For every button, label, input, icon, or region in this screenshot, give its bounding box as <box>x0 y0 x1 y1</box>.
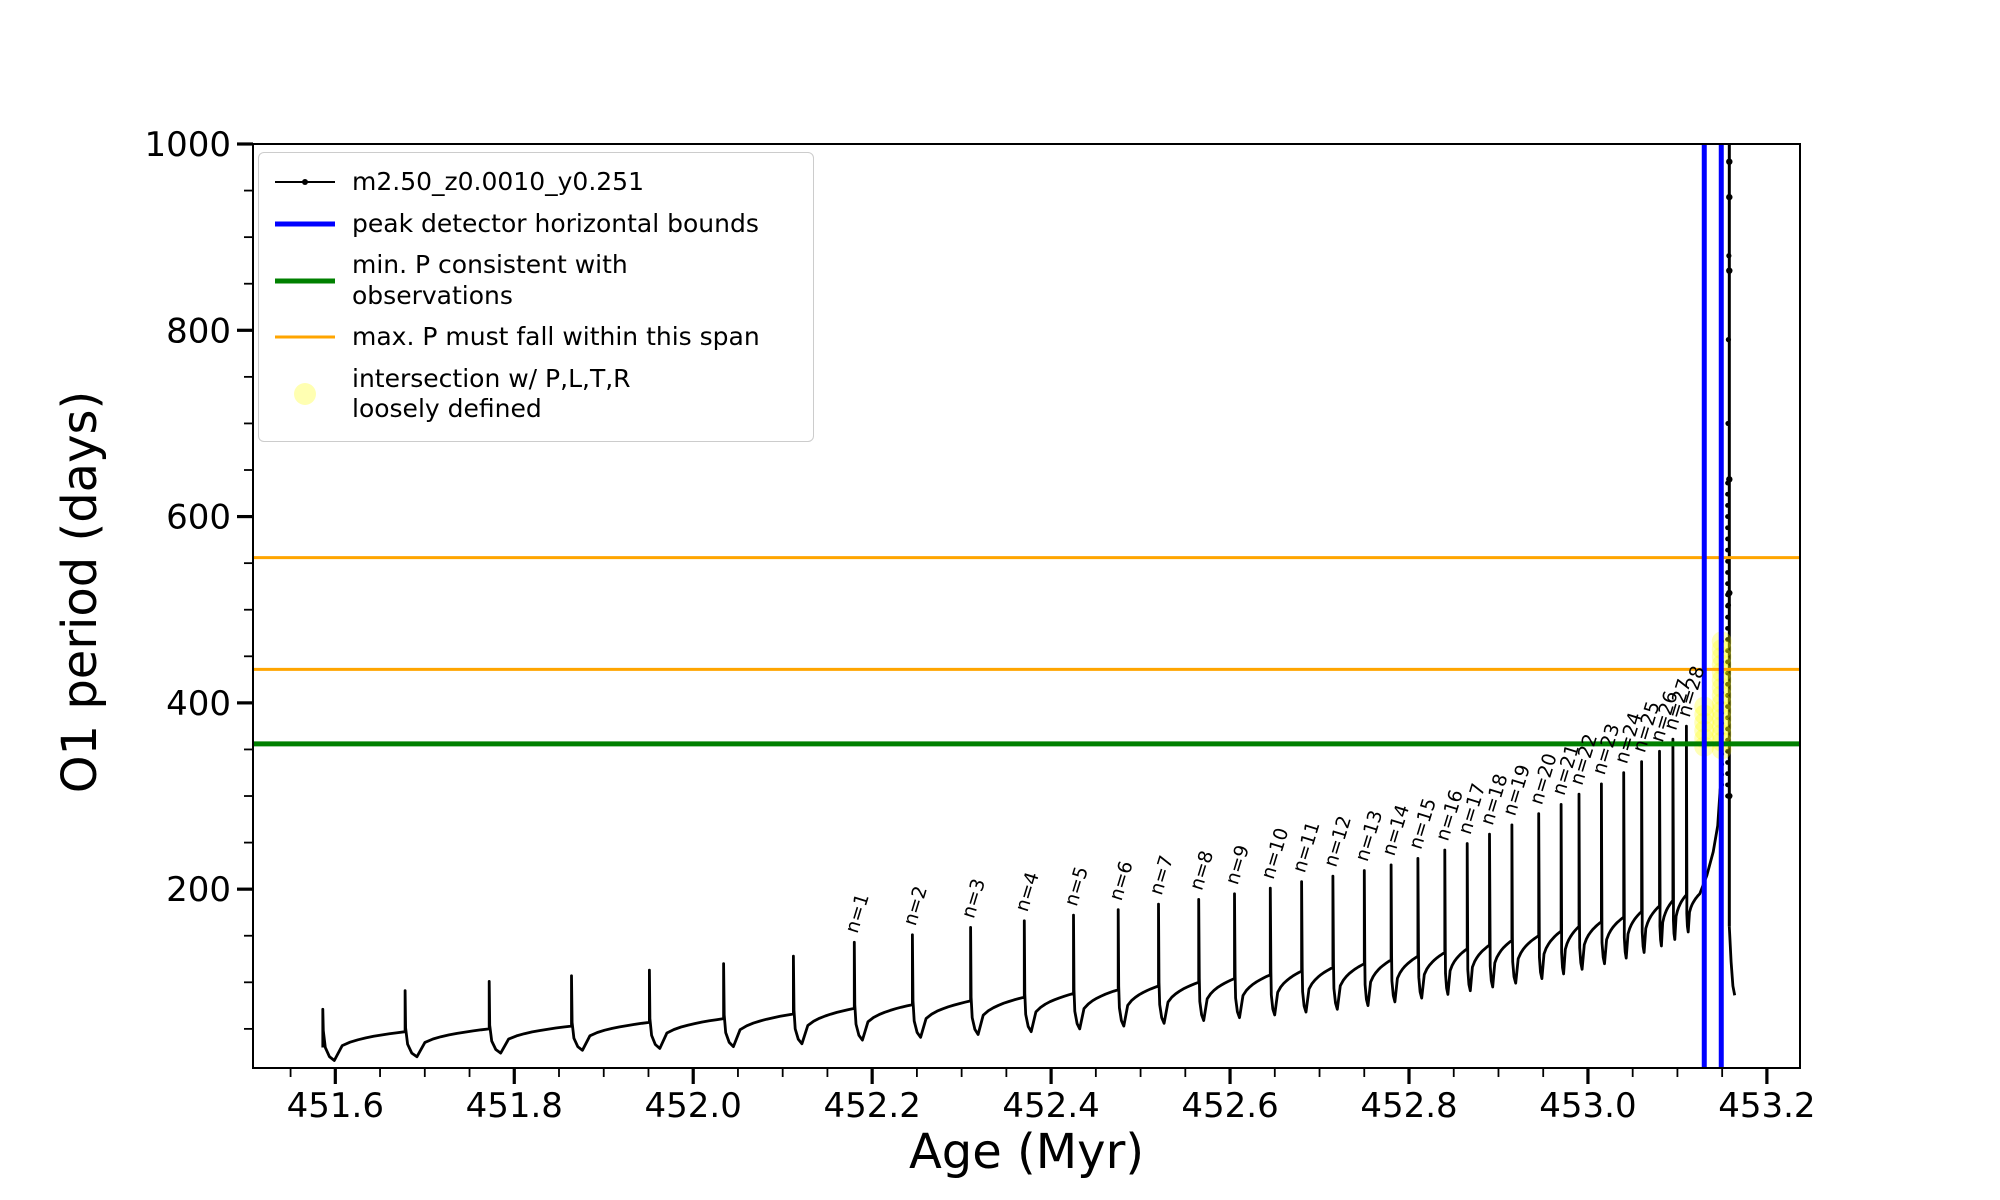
x-tick-label: 451.6 <box>287 1086 384 1126</box>
spike-label: n=2 <box>899 884 932 929</box>
y-tick-label: 200 <box>166 870 231 910</box>
legend: m2.50_z0.0010_y0.251 peak detector horiz… <box>258 152 814 442</box>
orange-line-icon <box>273 323 337 351</box>
legend-entry-min-p: min. P consistent with observations <box>273 250 795 311</box>
y-tick-label: 800 <box>166 311 231 351</box>
tick-labels: 451.6 451.8 452.0 452.2 452.4 452.6 452.8 453.0… <box>144 125 1815 1126</box>
y-axis-title: O1 period (days) <box>52 390 108 794</box>
axes-spines <box>252 143 1801 1069</box>
evolution-track <box>321 724 1722 1062</box>
x-tick-label: 452.8 <box>1360 1086 1457 1126</box>
track-dot <box>1726 158 1733 165</box>
x-tick-label: 453.0 <box>1539 1086 1636 1126</box>
spike-label: n=9 <box>1221 843 1254 888</box>
spike-label: n=8 <box>1185 848 1218 893</box>
track-dot <box>1726 476 1733 483</box>
x-tick-label: 452.4 <box>1002 1086 1099 1126</box>
x-tick-label: 451.8 <box>466 1086 563 1126</box>
x-tick-label: 452.6 <box>1181 1086 1278 1126</box>
track-dot <box>1726 792 1733 800</box>
legend-entry-label: intersection w/ P,L,T,R loosely defined <box>352 363 631 424</box>
x-tick-label: 453.2 <box>1718 1086 1815 1126</box>
data-layer <box>253 144 1800 1068</box>
blue-line-icon <box>273 210 337 238</box>
track-dot <box>1726 193 1733 201</box>
legend-entry-intersection: intersection w/ P,L,T,R loosely defined <box>273 364 795 425</box>
spike-label: n=11 <box>1288 819 1324 875</box>
spike-label: n=7 <box>1145 853 1178 898</box>
legend-entry-peak-bounds: peak detector horizontal bounds <box>273 209 795 240</box>
legend-entry-label: peak detector horizontal bounds <box>352 208 759 238</box>
x-axis-title: Age (Myr) <box>908 1124 1145 1180</box>
spike-label: n=6 <box>1105 858 1138 903</box>
axis-ticks <box>237 142 1769 1084</box>
spike-label: n=1 <box>841 891 874 936</box>
final-plunge <box>1727 926 1737 996</box>
spike-label: n=12 <box>1320 813 1356 869</box>
green-line-icon <box>273 267 337 295</box>
legend-entry-label: m2.50_z0.0010_y0.251 <box>352 167 644 196</box>
x-tick-label: 452.2 <box>823 1086 920 1126</box>
legend-entry-series: m2.50_z0.0010_y0.251 <box>273 167 795 198</box>
x-tick-label: 452.0 <box>645 1086 742 1126</box>
y-tick-label: 1000 <box>144 125 231 165</box>
legend-entry-label: max. P must fall within this span <box>352 322 760 351</box>
spike-label: n=4 <box>1011 870 1044 915</box>
track-dot <box>1726 589 1733 597</box>
series-line-icon <box>273 168 337 196</box>
track-dot <box>1726 267 1733 274</box>
spike-label: n=5 <box>1060 864 1093 909</box>
legend-entry-label: min. P consistent with observations <box>352 250 628 310</box>
spike-label: n=3 <box>957 876 990 921</box>
y-tick-label: 600 <box>166 498 231 538</box>
y-tick-label: 400 <box>166 684 231 724</box>
legend-entry-max-p: max. P must fall within this span <box>273 322 795 353</box>
yellow-dot-icon <box>273 380 337 408</box>
spike-label: n=10 <box>1257 825 1293 881</box>
